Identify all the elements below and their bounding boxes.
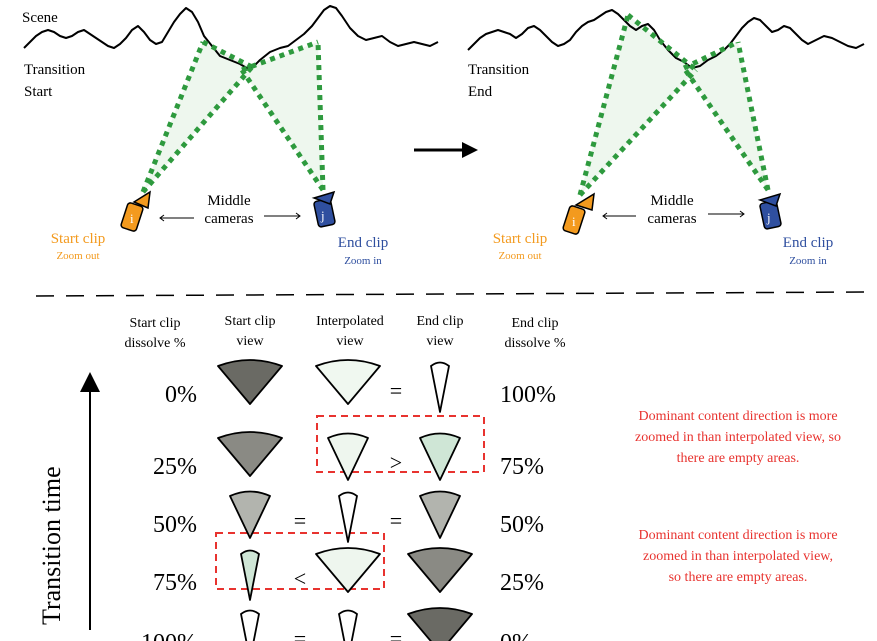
highlight-box-row-25: [316, 415, 485, 473]
start-view-shape: [240, 609, 260, 641]
frustum-lines-left: [140, 39, 326, 194]
note1-line3: there are empty areas.: [677, 451, 800, 466]
end-clip-sub-right: Zoom in: [789, 255, 827, 267]
table-rows: 0% 100% = 25% 75% >50% 50% = = 75% 25% <100% 0% = =: [141, 359, 556, 641]
end-clip-sub-left: Zoom in: [344, 255, 382, 267]
start-clip-sub-left: Zoom out: [56, 250, 99, 262]
start-dissolve-value: 0%: [165, 382, 197, 408]
end-view-shape: [430, 361, 450, 413]
frustum-fill-end-right: [684, 42, 768, 190]
middle-label-line2-right: cameras: [647, 211, 696, 227]
end-dissolve-value: 100%: [500, 382, 556, 408]
operator-left: <: [294, 566, 306, 591]
dissolve-table: Start clip dissolve % Start clip view In…: [37, 314, 841, 641]
middle-label-line1-left: Middle: [207, 193, 251, 209]
start-dissolve-value: 25%: [153, 454, 197, 480]
scene-label: Scene: [22, 10, 58, 26]
start-dissolve-value: 100%: [141, 630, 197, 641]
interp-view-shape: [338, 491, 358, 543]
camera-i-glyph-right: i: [572, 214, 576, 229]
header-start-dissolve-l2: dissolve %: [124, 336, 185, 351]
time-axis-arrowhead: [80, 372, 100, 392]
left-panel: Scene Transition Start i j Mid: [22, 5, 439, 267]
scene-terrain-left: [23, 5, 439, 71]
panel-title-line1-left: Transition: [24, 62, 86, 78]
start-clip-label-left: Start clip: [51, 231, 106, 247]
header-interp-view-l1: Interpolated: [316, 314, 384, 329]
note2-line3: so there are empty areas.: [669, 570, 808, 585]
start-view-shape: [229, 490, 271, 539]
header-end-dissolve-l1: End clip: [511, 316, 558, 331]
middle-arrow-right: [602, 210, 745, 220]
operator-right: =: [390, 626, 402, 641]
scene-terrain-right: [467, 9, 865, 69]
table-row: 0% 100% =: [165, 359, 556, 413]
operator-right: =: [390, 378, 402, 403]
camera-j-left: j: [311, 190, 336, 228]
end-view-shape: [407, 547, 473, 593]
camera-j-right: j: [757, 192, 782, 230]
middle-label-line2-left: cameras: [204, 211, 253, 227]
end-dissolve-value: 25%: [500, 570, 544, 596]
interp-view-shape: [315, 547, 381, 593]
transition-arrow: [414, 142, 478, 158]
frustum-fill-start-right: [580, 15, 696, 195]
table-row: 50% 50% = =: [153, 490, 544, 543]
operator-left: =: [294, 508, 306, 533]
note2-line2: zoomed in than interpolated view,: [643, 549, 833, 564]
section-divider: [35, 291, 871, 297]
start-clip-sub-right: Zoom out: [498, 250, 541, 262]
operator-left: =: [294, 626, 306, 641]
header-start-dissolve-l1: Start clip: [130, 316, 181, 331]
end-clip-label-right: End clip: [783, 235, 833, 251]
note1-line1: Dominant content direction is more: [638, 409, 837, 424]
header-interp-view-l2: view: [336, 334, 364, 349]
note2-line1: Dominant content direction is more: [638, 528, 837, 543]
start-dissolve-value: 50%: [153, 512, 197, 538]
interp-view-shape: [327, 432, 369, 481]
panel-title-line2-right: End: [468, 84, 493, 100]
end-dissolve-value: 50%: [500, 512, 544, 538]
frustum-fill-end-left: [242, 42, 323, 190]
end-clip-label-left: End clip: [338, 235, 388, 251]
header-end-dissolve-l2: dissolve %: [504, 336, 565, 351]
camera-i-right: i: [562, 192, 595, 235]
start-dissolve-value: 75%: [153, 570, 197, 596]
table-row: 100% 0% = =: [141, 607, 532, 641]
header-start-view-l2: view: [236, 334, 264, 349]
end-view-shape: [419, 432, 461, 481]
start-clip-label-right: Start clip: [493, 231, 548, 247]
interp-view-shape: [315, 359, 381, 405]
operator-right: >: [390, 450, 402, 475]
highlight-box-row-75: [215, 532, 385, 590]
header-start-view-l1: Start clip: [225, 314, 276, 329]
right-panel: Transition End i j Middle cameras Start …: [467, 9, 865, 267]
panel-title-line1-right: Transition: [468, 62, 530, 78]
end-dissolve-value: 0%: [500, 630, 532, 641]
note1-line2: zoomed in than interpolated view, so: [635, 430, 841, 445]
panel-title-line2-left: Start: [24, 84, 53, 100]
start-view-shape: [217, 359, 283, 405]
end-view-shape: [407, 607, 473, 641]
camera-j-glyph-left: j: [320, 208, 325, 223]
camera-i-glyph-left: i: [130, 211, 134, 226]
table-row: 25% 75% >: [153, 431, 544, 481]
middle-arrow-left: [159, 212, 301, 222]
end-dissolve-value: 75%: [500, 454, 544, 480]
end-view-shape: [419, 490, 461, 539]
middle-label-line1-right: Middle: [650, 193, 694, 209]
frustum-fill-start-left: [143, 42, 252, 192]
header-end-view-l1: End clip: [416, 314, 463, 329]
start-view-shape: [240, 549, 260, 601]
camera-j-glyph-right: j: [766, 210, 771, 225]
operator-right: =: [390, 508, 402, 533]
time-axis-label: Transition time: [37, 466, 66, 625]
start-view-shape: [217, 431, 283, 477]
frustum-lines-right: [577, 13, 771, 197]
interp-view-shape: [338, 609, 358, 641]
camera-i-left: i: [120, 190, 151, 232]
table-row: 75% 25% <: [153, 547, 544, 601]
header-end-view-l2: view: [426, 334, 454, 349]
